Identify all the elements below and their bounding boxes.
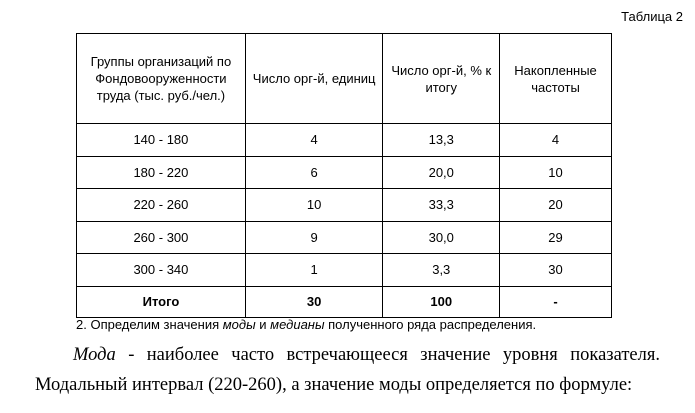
cell-group: 140 - 180 — [76, 123, 246, 157]
table-total-row: Итого 30 100 - — [76, 285, 612, 318]
note-suffix: полученного ряда распределения. — [324, 317, 537, 332]
cell-count: 1 — [244, 253, 384, 287]
cell-cumulative: 4 — [499, 123, 612, 157]
header-groups: Группы организаций по Фондовооруженности… — [76, 33, 246, 124]
cell-group: 300 - 340 — [76, 253, 246, 287]
note-text: 2. Определим значения моды и медианы пол… — [76, 317, 536, 332]
cell-count: 10 — [244, 188, 384, 222]
cell-count: 9 — [244, 220, 384, 254]
cell-cumulative: 29 — [499, 220, 612, 254]
cell-percent: 3,3 — [382, 253, 501, 287]
distribution-table: Группы организаций по Фондовооруженности… — [76, 33, 612, 318]
table-caption: Таблица 2 — [621, 9, 683, 24]
table-row: 300 - 340 1 3,3 30 — [76, 253, 612, 287]
header-count: Число орг-й, единиц — [244, 33, 384, 124]
cell-percent: 13,3 — [382, 123, 501, 157]
cell-percent: 30,0 — [382, 220, 501, 254]
table-row: 260 - 300 9 30,0 29 — [76, 220, 612, 254]
total-cumulative: - — [499, 285, 612, 318]
paragraph-line-2: Модальный интервал (220-260), а значение… — [35, 375, 633, 395]
cell-cumulative: 10 — [499, 155, 612, 189]
cell-percent: 33,3 — [382, 188, 501, 222]
cell-group: 220 - 260 — [76, 188, 246, 222]
total-percent: 100 — [382, 285, 501, 318]
note-middle: и — [255, 317, 271, 332]
note-term-median: медианы — [270, 317, 325, 332]
paragraph-line-1: Мода - наиболее часто встречающееся знач… — [35, 341, 660, 370]
header-cumulative: Накопленные частоты — [499, 33, 612, 124]
table-row: 180 - 220 6 20,0 10 — [76, 155, 612, 189]
header-percent: Число орг-й, % к итогу — [382, 33, 501, 124]
cell-cumulative: 30 — [499, 253, 612, 287]
table-header-row: Группы организаций по Фондовооруженности… — [76, 33, 612, 124]
paragraph-line-1-text: - наиболее часто встречающееся значение … — [115, 345, 660, 365]
total-count: 30 — [244, 285, 384, 318]
cell-group: 180 - 220 — [76, 155, 246, 189]
table-row: 220 - 260 10 33,3 20 — [76, 188, 612, 222]
cell-group: 260 - 300 — [76, 220, 246, 254]
cell-count: 4 — [244, 123, 384, 157]
cell-count: 6 — [244, 155, 384, 189]
note-prefix: 2. Определим значения — [76, 317, 223, 332]
total-label: Итого — [76, 285, 246, 318]
cell-percent: 20,0 — [382, 155, 501, 189]
note-term-mode: моды — [222, 317, 256, 332]
cell-cumulative: 20 — [499, 188, 612, 222]
table-row: 140 - 180 4 13,3 4 — [76, 123, 612, 157]
paragraph-term: Мода — [73, 345, 116, 365]
